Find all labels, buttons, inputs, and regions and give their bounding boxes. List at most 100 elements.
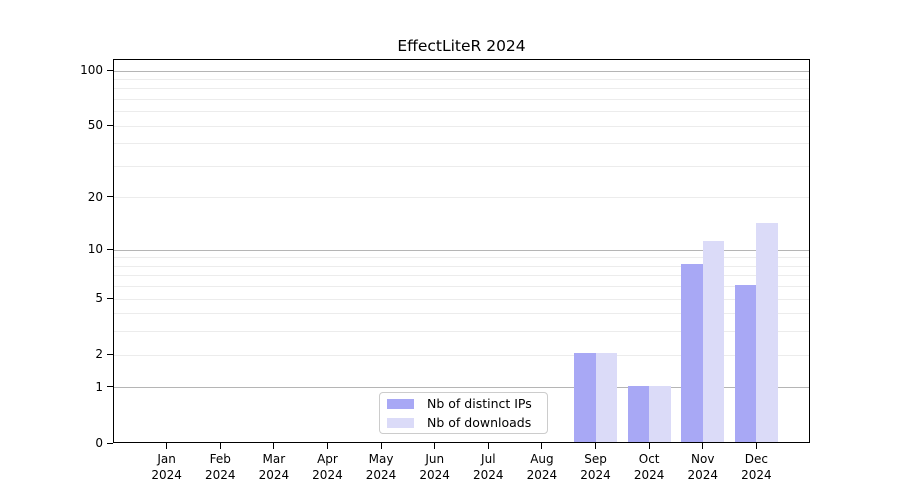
x-tick-mark bbox=[273, 443, 275, 449]
legend-item-distinct-ips: Nb of distinct IPs bbox=[387, 396, 547, 411]
minor-gridline bbox=[114, 98, 809, 100]
bar-downloads bbox=[702, 241, 725, 442]
x-tick-year: 2024 bbox=[312, 468, 343, 482]
x-tick-label: Jan 2024 bbox=[127, 451, 207, 483]
y-tick-mark bbox=[107, 196, 113, 198]
x-tick-year: 2024 bbox=[580, 468, 611, 482]
minor-gridline bbox=[114, 354, 809, 356]
x-tick-mark bbox=[219, 443, 221, 449]
x-tick-year: 2024 bbox=[204, 468, 236, 482]
legend: Nb of distinct IPs Nb of downloads bbox=[379, 392, 548, 434]
y-tick-label: 5 bbox=[95, 291, 103, 306]
y-tick-mark bbox=[107, 124, 113, 126]
y-tick-label: 20 bbox=[87, 189, 103, 204]
bar-distinct-ips bbox=[681, 264, 703, 442]
x-tick-year: 2024 bbox=[633, 468, 665, 482]
x-tick-label: Apr 2024 bbox=[287, 451, 367, 483]
minor-gridline bbox=[114, 331, 809, 333]
x-tick-label: Dec 2024 bbox=[716, 451, 796, 483]
minor-gridline bbox=[114, 275, 809, 277]
y-tick-label: 2 bbox=[95, 347, 103, 362]
x-tick-label: Jun 2024 bbox=[395, 451, 475, 483]
x-tick-month: Feb bbox=[209, 452, 231, 466]
x-tick-month: Jun bbox=[425, 452, 445, 466]
y-tick-mark bbox=[107, 69, 113, 71]
x-tick-mark bbox=[434, 443, 436, 449]
bar-downloads bbox=[756, 223, 778, 442]
x-tick-year: 2024 bbox=[741, 468, 772, 482]
x-tick-mark bbox=[487, 443, 489, 449]
x-tick-label: Mar 2024 bbox=[234, 451, 314, 483]
y-tick-mark bbox=[107, 297, 113, 299]
legend-swatch-distinct-ips bbox=[387, 398, 414, 409]
bar-downloads bbox=[595, 353, 618, 442]
minor-gridline bbox=[114, 165, 809, 167]
legend-item-downloads: Nb of downloads bbox=[387, 415, 547, 430]
bar-distinct-ips bbox=[574, 353, 596, 442]
x-tick-label: Nov 2024 bbox=[663, 451, 743, 483]
y-tick-mark bbox=[107, 442, 113, 444]
x-tick-mark bbox=[166, 443, 168, 449]
x-tick-month: Apr bbox=[317, 452, 338, 466]
y-tick-mark bbox=[107, 386, 113, 388]
major-gridline bbox=[114, 70, 809, 72]
minor-gridline bbox=[114, 143, 809, 145]
x-tick-month: Mar bbox=[262, 452, 286, 466]
bar-downloads bbox=[649, 385, 671, 442]
chart-title: EffectLiteR 2024 bbox=[397, 37, 526, 55]
x-tick-month: May bbox=[368, 452, 394, 466]
x-tick-mark bbox=[595, 443, 597, 449]
y-tick-label: 1 bbox=[95, 379, 103, 394]
x-tick-month: Jan bbox=[157, 452, 176, 466]
bar-distinct-ips bbox=[734, 284, 757, 442]
y-tick-label: 50 bbox=[87, 118, 103, 133]
x-tick-year: 2024 bbox=[258, 468, 290, 482]
legend-label-downloads: Nb of downloads bbox=[427, 415, 532, 430]
legend-swatch-downloads bbox=[387, 417, 414, 428]
minor-gridline bbox=[114, 286, 809, 288]
x-tick-month: Nov bbox=[691, 452, 715, 466]
major-gridline bbox=[114, 249, 809, 251]
minor-gridline bbox=[114, 125, 809, 127]
minor-gridline bbox=[114, 298, 809, 300]
y-tick-mark bbox=[107, 248, 113, 250]
x-tick-month: Oct bbox=[638, 452, 660, 466]
x-tick-year: 2024 bbox=[151, 468, 182, 482]
minor-gridline bbox=[114, 257, 809, 259]
x-tick-mark bbox=[648, 443, 650, 449]
x-tick-label: Aug 2024 bbox=[502, 451, 582, 483]
y-tick-label: 10 bbox=[87, 242, 103, 257]
x-tick-mark bbox=[326, 443, 328, 449]
y-tick-label: 100 bbox=[80, 63, 103, 77]
x-tick-month: Jul bbox=[481, 452, 496, 466]
x-tick-mark bbox=[380, 443, 382, 449]
minor-gridline bbox=[114, 111, 809, 113]
x-tick-month: Sep bbox=[584, 452, 607, 466]
x-tick-year: 2024 bbox=[526, 468, 558, 482]
y-tick-label: 0 bbox=[95, 436, 103, 450]
x-tick-mark bbox=[541, 443, 543, 449]
minor-gridline bbox=[114, 313, 809, 315]
minor-gridline bbox=[114, 88, 809, 90]
x-tick-label: Feb 2024 bbox=[180, 451, 260, 483]
x-tick-year: 2024 bbox=[419, 468, 450, 482]
x-tick-year: 2024 bbox=[473, 468, 504, 482]
x-tick-month: Dec bbox=[744, 452, 768, 466]
x-tick-label: May 2024 bbox=[341, 451, 421, 483]
x-tick-month: Aug bbox=[530, 452, 554, 466]
x-tick-label: Sep 2024 bbox=[556, 451, 636, 483]
y-tick-mark bbox=[107, 353, 113, 355]
x-tick-year: 2024 bbox=[365, 468, 397, 482]
x-tick-year: 2024 bbox=[687, 468, 719, 482]
minor-gridline bbox=[114, 78, 809, 80]
x-tick-label: Oct 2024 bbox=[609, 451, 689, 483]
legend-label-distinct-ips: Nb of distinct IPs bbox=[427, 396, 532, 411]
bar-distinct-ips bbox=[627, 385, 650, 442]
minor-gridline bbox=[114, 265, 809, 267]
plot-area: Nb of distinct IPs Nb of downloads bbox=[113, 59, 810, 443]
minor-gridline bbox=[114, 197, 809, 199]
x-tick-mark bbox=[755, 443, 757, 449]
major-gridline bbox=[114, 387, 809, 389]
x-tick-label: Jul 2024 bbox=[448, 451, 528, 483]
